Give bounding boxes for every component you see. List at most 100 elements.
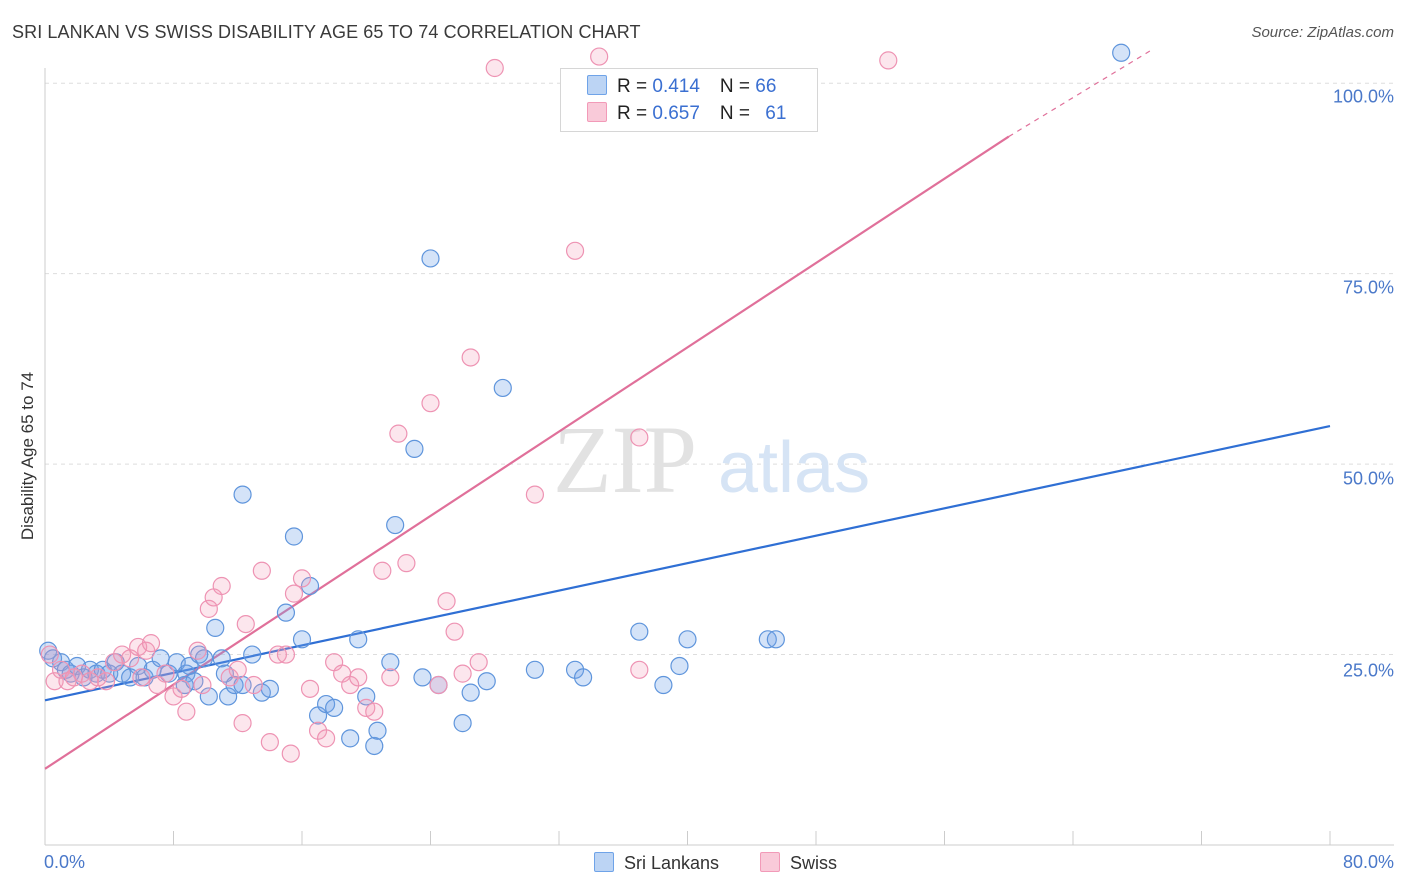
- chart-source: Source: ZipAtlas.com: [1251, 24, 1394, 41]
- point-swiss: [45, 672, 64, 691]
- point-sri-lankans: [493, 378, 512, 398]
- point-swiss: [141, 634, 161, 653]
- bottom-legend-swatch-pink: [760, 852, 780, 872]
- point-swiss: [525, 485, 545, 504]
- point-sri-lankans: [212, 649, 231, 668]
- point-sri-lankans: [341, 729, 360, 748]
- point-swiss: [199, 599, 218, 618]
- point-sri-lankans: [477, 672, 496, 691]
- point-swiss: [316, 729, 336, 748]
- trend-line-sri-lankans: [44, 424, 1331, 702]
- legend-n-value: 66: [755, 76, 777, 97]
- point-swiss: [156, 664, 175, 683]
- point-swiss: [172, 679, 191, 698]
- point-swiss: [349, 668, 368, 687]
- data-points: [39, 43, 1131, 763]
- x-tick-label-max: 80.0%: [1342, 852, 1394, 872]
- legend-n-label: N =: [719, 103, 756, 124]
- point-sri-lankans: [194, 649, 214, 668]
- point-swiss: [281, 744, 300, 763]
- trend-line-swiss: [44, 135, 1010, 770]
- point-sri-lankans: [368, 721, 387, 740]
- point-swiss: [228, 660, 247, 679]
- point-swiss: [437, 592, 456, 611]
- bottom-legend-sri-lankans: Sri Lankans: [594, 852, 719, 874]
- point-swiss: [630, 428, 649, 447]
- point-swiss: [397, 554, 416, 573]
- point-sri-lankans: [1112, 43, 1131, 62]
- point-sri-lankans: [670, 656, 689, 676]
- point-sri-lankans: [381, 653, 400, 672]
- point-swiss: [252, 561, 271, 580]
- point-swiss: [469, 653, 488, 672]
- point-swiss: [260, 733, 279, 752]
- point-swiss: [188, 641, 207, 660]
- point-sri-lankans: [284, 527, 304, 546]
- point-swiss: [590, 47, 609, 66]
- point-swiss: [445, 622, 464, 641]
- y-tick-label-50: 50.0%: [1342, 468, 1394, 489]
- point-sri-lankans: [421, 249, 440, 268]
- point-swiss: [236, 614, 255, 634]
- point-swiss: [177, 702, 196, 721]
- point-swiss: [630, 660, 649, 679]
- point-sri-lankans: [292, 630, 312, 649]
- point-sri-lankans: [386, 515, 405, 535]
- bottom-legend-swiss: Swiss: [760, 852, 837, 874]
- axes: [44, 68, 1394, 846]
- bottom-legend-swatch-blue: [594, 852, 614, 872]
- point-sri-lankans: [461, 683, 480, 702]
- point-sri-lankans: [199, 687, 218, 706]
- point-swiss: [565, 241, 585, 260]
- point-swiss: [373, 561, 392, 580]
- point-sri-lankans: [766, 630, 785, 649]
- point-swiss: [96, 672, 116, 691]
- legend-n-value: 61: [765, 103, 787, 124]
- point-swiss: [276, 645, 296, 664]
- point-sri-lankans: [453, 714, 472, 733]
- point-sri-lankans: [405, 439, 424, 458]
- grid-lines: [45, 82, 1394, 656]
- point-sri-lankans: [276, 603, 296, 622]
- point-swiss: [284, 584, 304, 603]
- y-tick-label-100: 100.0%: [1332, 86, 1394, 107]
- point-sri-lankans: [325, 698, 344, 717]
- point-swiss: [429, 675, 448, 695]
- point-swiss: [212, 576, 231, 596]
- point-sri-lankans: [233, 485, 252, 504]
- legend-swatch-pink: [587, 102, 607, 122]
- point-swiss: [132, 668, 151, 687]
- point-sri-lankans: [413, 668, 432, 687]
- point-sri-lankans: [349, 630, 368, 649]
- bottom-legend-label: Swiss: [790, 853, 838, 873]
- watermark: ZIP atlas: [553, 406, 870, 513]
- correlation-legend: R = 0.414 N = 66 R = 0.657 N = 61: [560, 68, 818, 132]
- trend-line-swiss-extension: [1008, 48, 1154, 138]
- point-swiss: [421, 394, 440, 413]
- legend-n-label: N =: [719, 76, 756, 97]
- point-swiss: [292, 569, 312, 588]
- legend-r-value: 0.414: [652, 76, 700, 97]
- point-sri-lankans: [260, 679, 279, 698]
- x-tick-label-min: 0.0%: [44, 852, 86, 872]
- point-swiss: [40, 645, 59, 664]
- point-sri-lankans: [654, 675, 673, 695]
- point-sri-lankans: [525, 660, 545, 679]
- trend-lines: [44, 48, 1331, 770]
- chart-title: SRI LANKAN VS SWISS DISABILITY AGE 65 TO…: [12, 22, 641, 42]
- point-sri-lankans: [219, 687, 238, 706]
- legend-r-value: 0.657: [652, 103, 700, 124]
- point-sri-lankans: [678, 630, 697, 649]
- point-swiss: [461, 348, 480, 367]
- point-sri-lankans: [630, 622, 649, 641]
- point-swiss: [300, 679, 320, 698]
- point-sri-lankans: [573, 668, 593, 687]
- legend-r-label: R =: [617, 103, 653, 124]
- point-swiss: [879, 51, 898, 70]
- point-sri-lankans: [365, 736, 384, 756]
- point-swiss: [453, 664, 472, 683]
- legend-row-swiss: R = 0.657 N = 61: [587, 102, 786, 125]
- legend-r-label: R =: [617, 76, 653, 97]
- watermark-atlas: atlas: [718, 428, 870, 508]
